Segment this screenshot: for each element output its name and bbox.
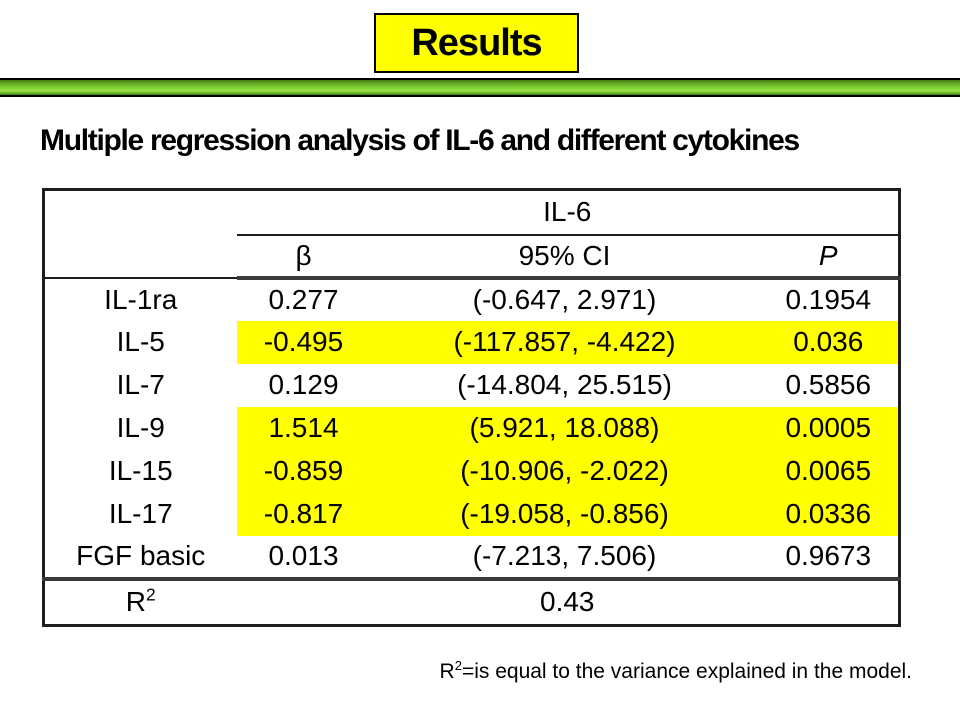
results-table: IL-6 β 95% CI P IL-1ra 0.277 (-0.647, 2.…: [42, 188, 902, 627]
table-row: IL-7 0.129 (-14.804, 25.515) 0.5856: [44, 364, 900, 407]
footnote: R2=is equal to the variance explained in…: [0, 658, 912, 684]
ci-value: (5.921, 18.088): [370, 406, 759, 450]
beta-value: 0.129: [268, 369, 339, 400]
row-label: IL-1ra: [104, 283, 178, 315]
row-label: IL-7: [116, 369, 165, 400]
r2-value: 0.43: [236, 576, 900, 626]
beta-value: -0.495: [236, 320, 371, 364]
row-label: IL-17: [108, 498, 173, 529]
table-row: IL-5 -0.495 (-117.857, -4.422) 0.036: [44, 320, 900, 364]
footnote-superscript: 2: [454, 658, 462, 673]
ci-value: (-10.906, -2.022): [370, 449, 759, 493]
column-header-row: β 95% CI P: [44, 234, 900, 280]
table-row: IL-15 -0.859 (-10.906, -2.022) 0.0065: [44, 449, 900, 493]
ci-value: (-7.213, 7.506): [472, 540, 657, 571]
column-header-p: P: [758, 234, 900, 280]
row-label: IL-15: [108, 455, 173, 486]
beta-value: -0.859: [236, 449, 371, 493]
slide-title-box: Results: [374, 13, 579, 73]
p-value: 0.0336: [758, 492, 900, 536]
row-label: IL-5: [116, 326, 165, 357]
slide-heading: Multiple regression analysis of IL-6 and…: [40, 124, 800, 157]
r2-label: R2: [43, 576, 237, 626]
group-header-row: IL-6: [43, 189, 900, 279]
r2-row: R2 0.43: [43, 576, 900, 626]
ci-value: (-19.058, -0.856): [370, 492, 759, 536]
p-value: 0.5856: [785, 369, 872, 400]
table-row: IL-1ra 0.277 (-0.647, 2.971) 0.1954: [44, 278, 900, 321]
beta-value: 0.013: [268, 540, 339, 571]
row-label: FGF basic: [76, 540, 206, 571]
column-header-ci: 95% CI: [370, 234, 759, 280]
table-row: IL-9 1.514 (5.921, 18.088) 0.0005: [44, 406, 900, 450]
row-label: IL-9: [116, 412, 165, 443]
slide-title: Results: [411, 21, 542, 64]
table-row: IL-17 -0.817 (-19.058, -0.856) 0.0336: [44, 492, 900, 536]
footnote-text: =is equal to the variance explained in t…: [461, 660, 912, 683]
footnote-base: R: [439, 660, 455, 683]
p-value: 0.0065: [758, 449, 900, 493]
p-value: 0.1954: [785, 284, 872, 315]
group-header-il6: IL-6: [236, 189, 900, 236]
p-value: 0.036: [758, 320, 900, 364]
p-value: 0.9673: [785, 540, 872, 571]
corner-cell: [43, 189, 237, 279]
table-row: FGF basic 0.013 (-7.213, 7.506) 0.9673: [44, 536, 900, 579]
ci-value: (-0.647, 2.971): [472, 284, 657, 315]
p-value: 0.0005: [758, 406, 900, 450]
ci-value: (-117.857, -4.422): [370, 320, 759, 364]
results-table-container: IL-6 β 95% CI P IL-1ra 0.277 (-0.647, 2.…: [42, 188, 902, 627]
divider-bar: [0, 78, 960, 97]
ci-value: (-14.804, 25.515): [457, 369, 672, 400]
beta-value: -0.817: [236, 492, 371, 536]
r2-superscript: 2: [146, 584, 156, 605]
beta-value: 1.514: [236, 406, 371, 450]
beta-value: 0.277: [268, 284, 339, 315]
column-header-beta: β: [236, 234, 371, 280]
